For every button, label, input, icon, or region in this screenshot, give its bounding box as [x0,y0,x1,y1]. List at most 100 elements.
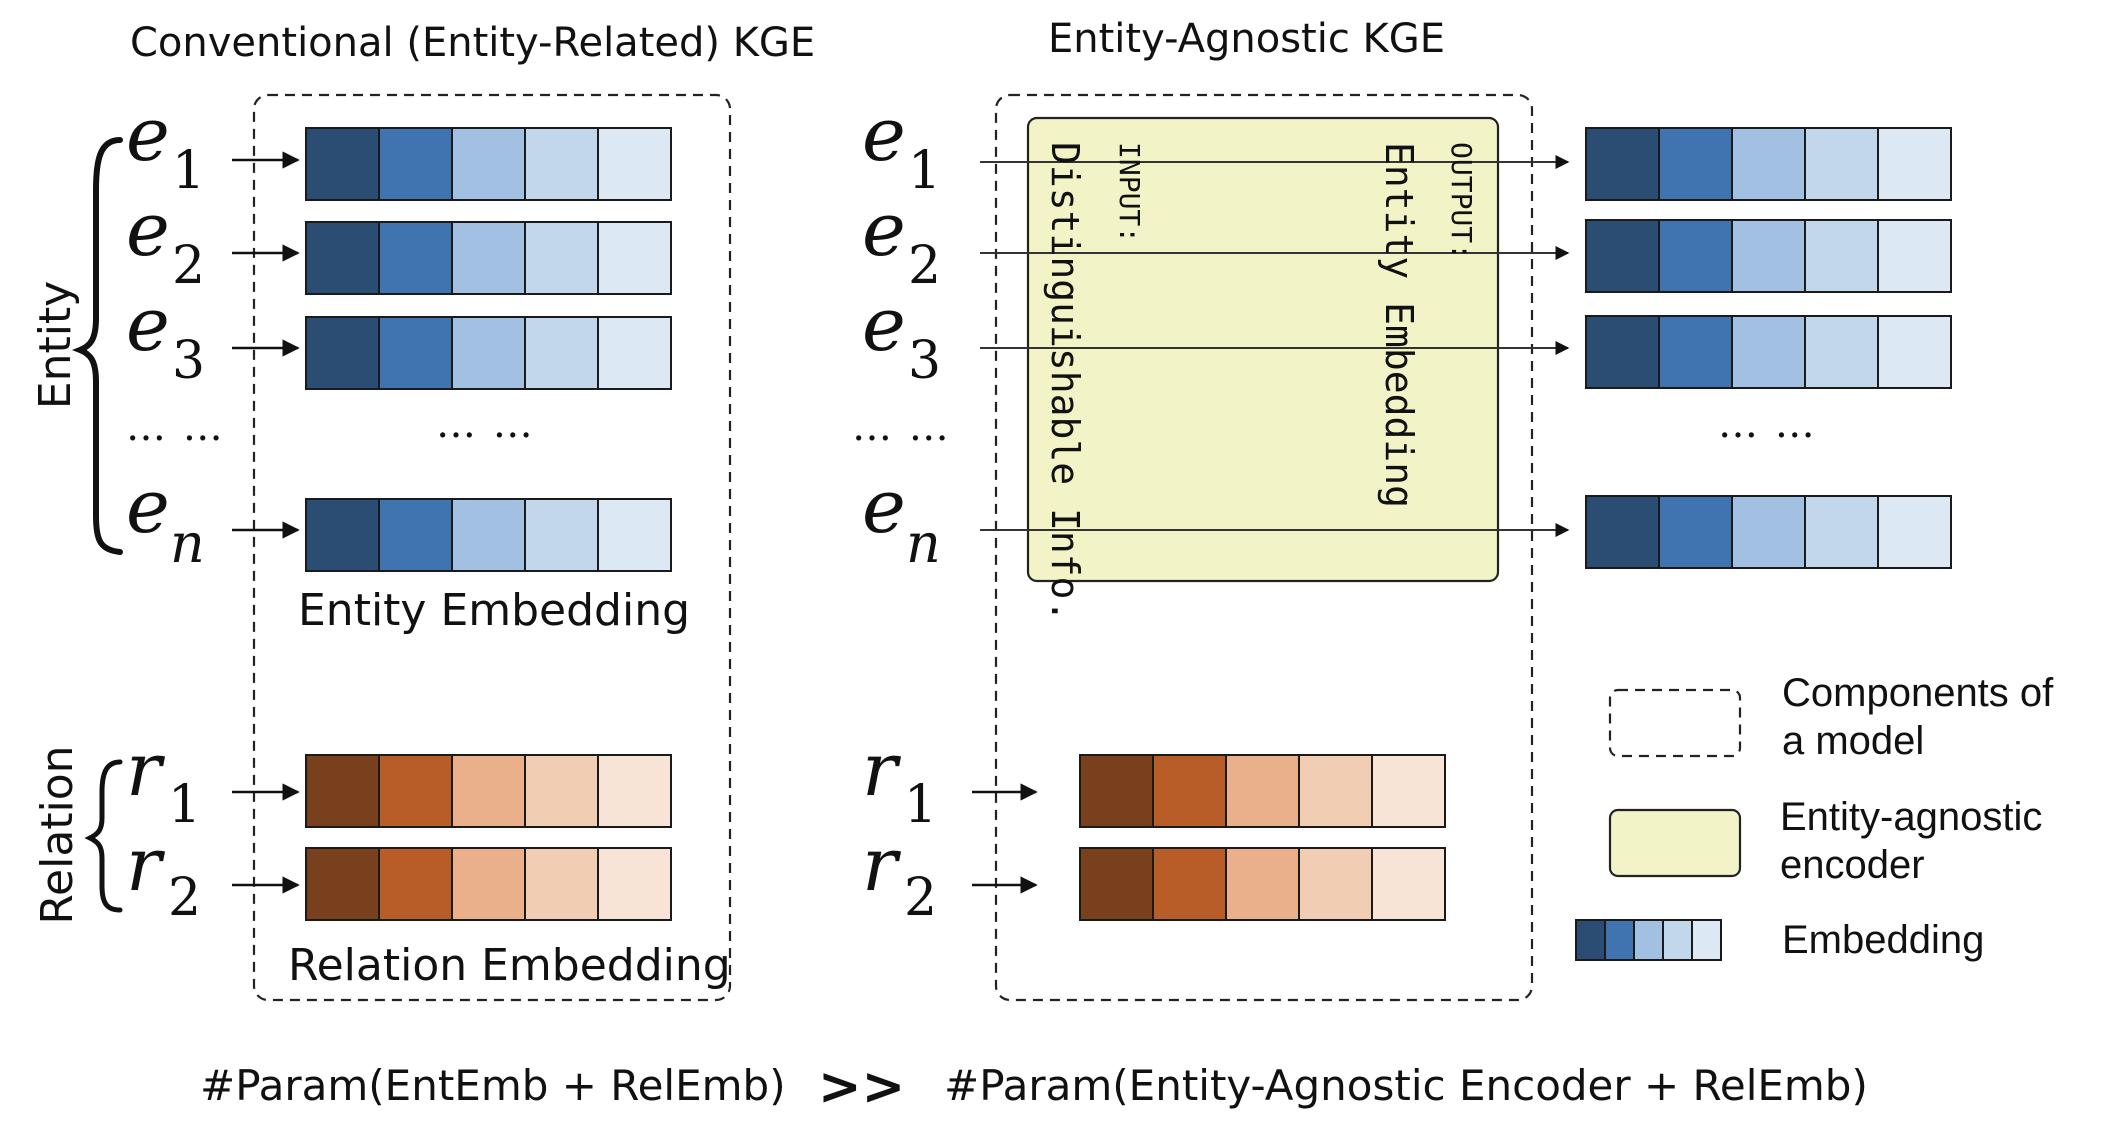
embedding-cell-5 [1877,127,1952,201]
entity-brace [71,137,123,555]
encoder-input-label: INPUT: [1113,142,1146,243]
embedding-cell-1 [1079,847,1154,921]
embedding-cell-5 [597,754,672,828]
legend-components-label: Components of a model [1782,671,2054,763]
right-entity-embedding-e3 [1585,315,1952,389]
right-entity-symbol-en: e n [862,464,941,575]
embedding-cell-3 [1633,919,1664,961]
embedding-cell-1 [305,221,380,295]
embedding-cell-3 [451,316,526,390]
svg-text:e: e [126,282,170,368]
embedding-cell-2 [1152,847,1227,921]
left-entity-embedding-en [305,498,672,572]
svg-text:1: 1 [904,775,937,835]
left-entity-symbol-e3: e 3 [126,282,205,391]
embedding-cell-3 [451,754,526,828]
footer-comparator: >> [818,1057,905,1117]
svg-text:2: 2 [908,236,941,296]
embedding-cell-2 [1152,754,1227,828]
relation-brace [84,759,123,913]
right-entity-embedding-e2 [1585,219,1952,293]
svg-text:e: e [126,187,170,273]
embedding-cell-3 [1731,127,1806,201]
right-panel-title: Entity-Agnostic KGE [1048,16,1445,62]
encoder-input-text: Distinguishable Info. [1043,142,1087,622]
embedding-cell-5 [597,127,672,201]
embedding-cell-4 [1662,919,1693,961]
embedding-cell-3 [1731,315,1806,389]
relation-side-label: Relation [32,745,83,924]
embedding-cell-4 [1804,315,1879,389]
legend-embedding-label: Embedding [1782,918,1984,962]
embedding-cell-5 [1877,219,1952,293]
embedding-cell-4 [1298,847,1373,921]
left-entity-embedding-e2 [305,221,672,295]
embedding-cell-3 [1225,847,1300,921]
svg-text:2: 2 [168,868,201,928]
embedding-cell-2 [378,316,453,390]
embedding-cell-1 [1575,919,1606,961]
legend-components-swatch [1608,688,1742,758]
left-relation-symbol-r2: r 2 [126,822,201,928]
svg-text:e: e [126,92,170,178]
embedding-cell-5 [1691,919,1722,961]
left-entity-symbol-e2: e 2 [126,187,205,296]
right-relation-embedding-r1 [1079,754,1446,828]
svg-text:r: r [126,822,166,908]
embedding-cell-4 [524,754,599,828]
embedding-cell-3 [451,127,526,201]
legend-encoder-swatch [1608,808,1742,878]
embedding-cell-1 [305,847,380,921]
left-panel-title: Conventional (Entity-Related) KGE [130,20,815,66]
embedding-cell-2 [378,754,453,828]
right-relation-symbol-r1: r 1 [862,727,937,835]
encoder-output-label: OUTPUT: [1445,142,1478,260]
encoder-output-text: Entity Embedding [1377,142,1421,508]
svg-text:r: r [862,822,902,908]
footer-right-expression: #Param(Entity-Agnostic Encoder + RelEmb) [944,1061,1868,1110]
embedding-cell-3 [451,847,526,921]
embedding-cell-1 [1585,315,1660,389]
embedding-cell-3 [451,221,526,295]
embedding-cell-5 [597,498,672,572]
embedding-cell-5 [597,316,672,390]
embedding-cell-5 [1877,315,1952,389]
embedding-cell-1 [1585,127,1660,201]
embedding-cell-5 [1877,495,1952,569]
left-entity-embedding-e3 [305,316,672,390]
right-entity-ellipsis: … … [852,404,951,450]
left-relation-embedding-r1 [305,754,672,828]
embedding-cell-1 [305,127,380,201]
entity-embedding-label: Entity Embedding [298,585,690,636]
left-embedding-ellipsis: … … [436,401,535,447]
embedding-cell-4 [524,221,599,295]
embedding-cell-5 [1371,847,1446,921]
left-model-components-box [252,93,732,1002]
svg-text:3: 3 [908,331,941,391]
svg-text:1: 1 [168,775,201,835]
right-relation-embedding-r2 [1079,847,1446,921]
embedding-cell-1 [305,316,380,390]
embedding-cell-1 [1585,495,1660,569]
left-relation-symbol-r1: r 1 [126,727,201,835]
embedding-cell-3 [1225,754,1300,828]
embedding-cell-3 [1731,495,1806,569]
embedding-cell-1 [305,754,380,828]
embedding-cell-2 [1604,919,1635,961]
svg-text:r: r [862,727,902,813]
right-entity-symbol-e3: e 3 [862,282,941,391]
left-entity-embedding-e1 [305,127,672,201]
right-model-components-box [994,93,1534,1002]
embedding-cell-3 [451,498,526,572]
svg-text:e: e [862,464,906,550]
svg-text:1: 1 [908,141,941,201]
embedding-cell-4 [1804,219,1879,293]
right-entity-symbol-e1: e 1 [862,92,941,201]
embedding-cell-5 [1371,754,1446,828]
embedding-cell-2 [1658,219,1733,293]
right-relation-symbol-r2: r 2 [862,822,937,928]
embedding-cell-4 [524,127,599,201]
embedding-cell-4 [1804,127,1879,201]
relation-embedding-label: Relation Embedding [288,940,731,991]
embedding-cell-2 [378,847,453,921]
